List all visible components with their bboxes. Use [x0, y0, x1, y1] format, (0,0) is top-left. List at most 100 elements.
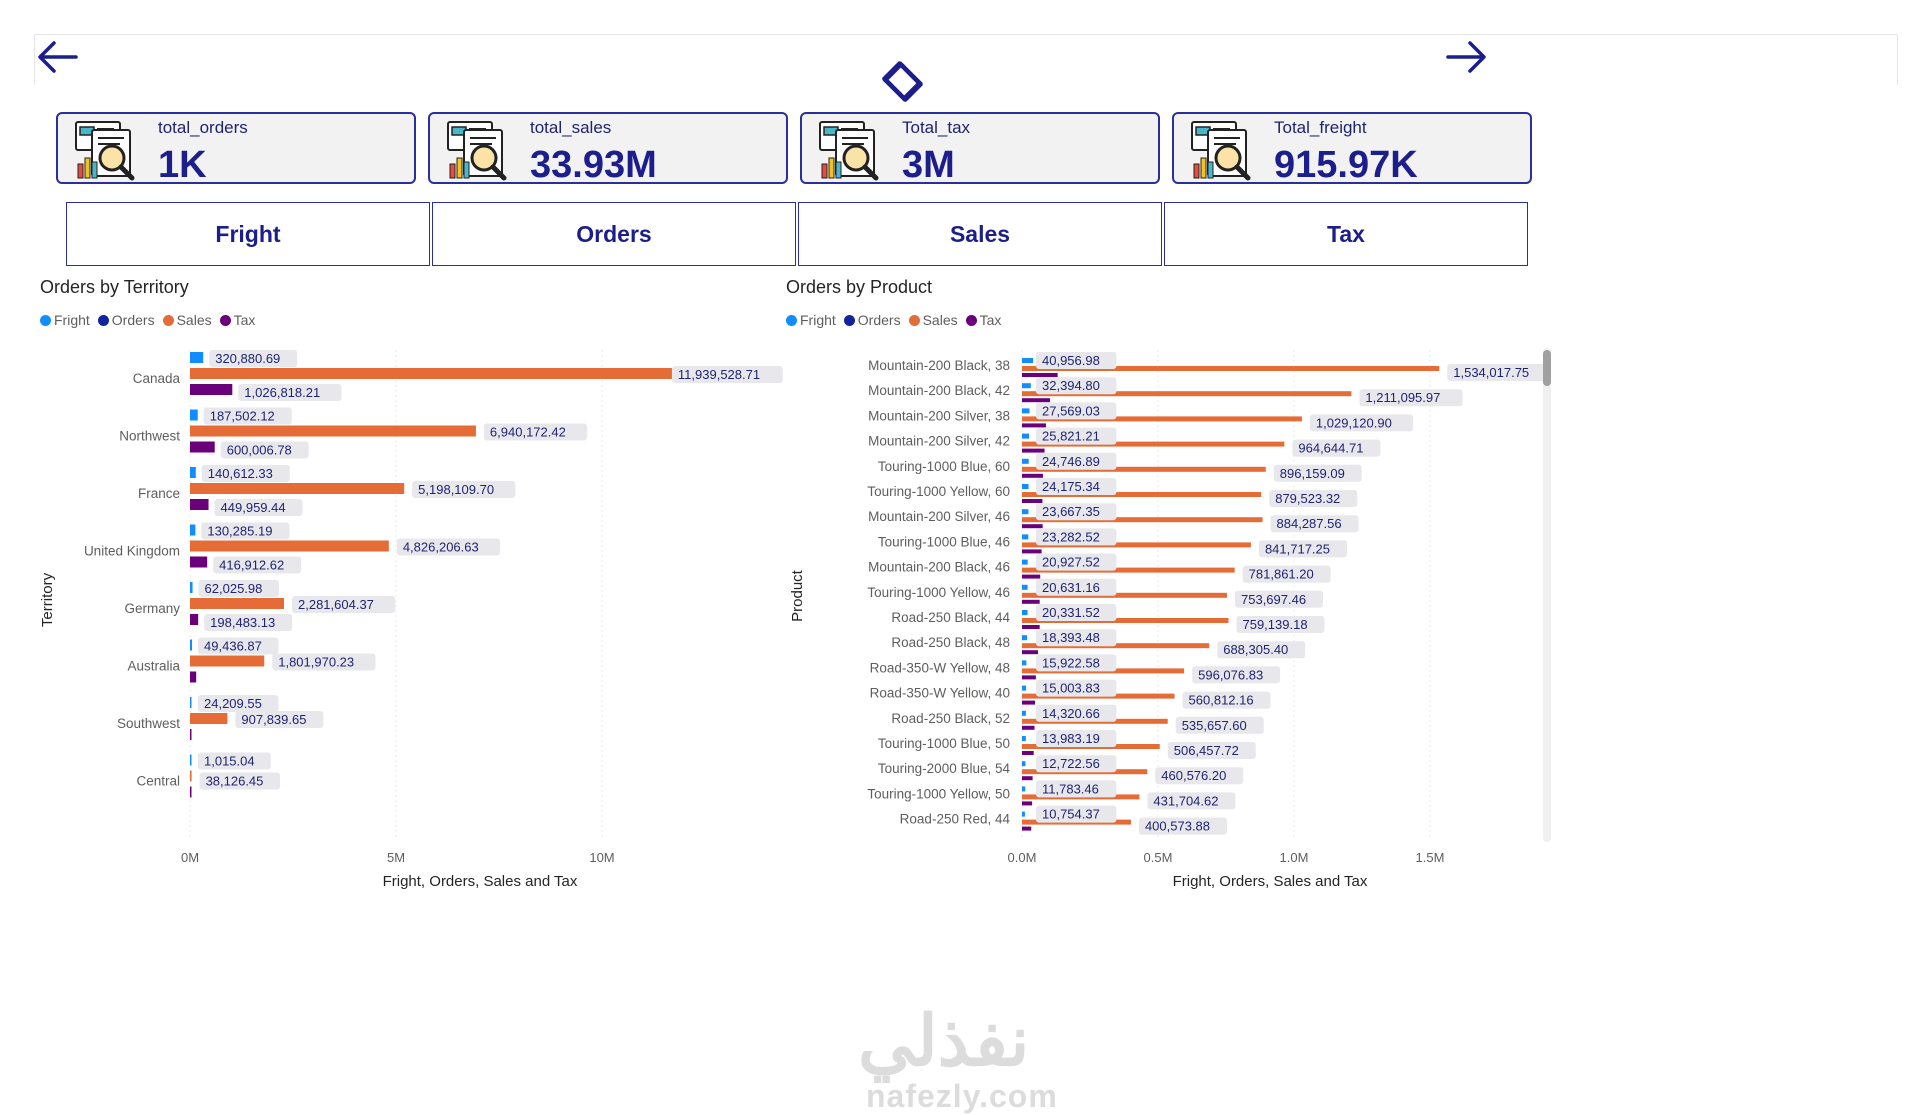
territory-data-label-sales: 11,939,528.71 [678, 367, 760, 382]
territory-x-tick-label: 5M [387, 850, 405, 865]
product-bar-fright [1022, 534, 1029, 540]
territory-bar-chart[interactable]: 0M 5M 10M Fright, Orders, Sales and Tax Terr… [30, 340, 790, 900]
tab-sales[interactable]: Sales [798, 202, 1162, 266]
product-data-label-fright: 24,746.89 [1042, 454, 1100, 469]
territory-category-label: Central [136, 774, 180, 789]
product-bar-tax [1022, 524, 1043, 529]
product-bar-fright [1022, 736, 1026, 741]
product-category-label: Mountain-200 Silver, 42 [868, 434, 1010, 449]
product-category-label: Road-250 Black, 52 [891, 711, 1010, 726]
territory-data-label-fright-bg [203, 407, 292, 425]
legend-item-sales[interactable]: Sales [908, 312, 958, 328]
product-data-label-sales: 506,457.72 [1174, 743, 1239, 758]
product-data-label-sales-bg [1258, 540, 1347, 558]
product-data-label-fright-bg [1036, 377, 1117, 395]
territory-data-label-sales: 5,198,109.70 [418, 482, 494, 497]
product-bar-tax [1022, 625, 1040, 629]
territory-data-label-fright-bg [198, 695, 279, 712]
product-bar-fright [1022, 610, 1028, 615]
product-bar-tax [1022, 751, 1034, 755]
arrow-right-icon[interactable] [1444, 38, 1488, 76]
product-data-label-fright-bg [1036, 604, 1117, 621]
product-bar-fright [1022, 383, 1031, 389]
product-data-label-sales-bg [1175, 716, 1264, 734]
product-data-label-fright: 12,722.56 [1042, 756, 1100, 771]
report-magnifier-icon [1188, 118, 1260, 182]
product-bar-tax [1022, 776, 1033, 781]
legend-item-sales[interactable]: Sales [162, 312, 212, 328]
legend-item-fright[interactable]: Fright [786, 312, 836, 328]
product-data-label-sales-bg [1192, 666, 1281, 684]
territory-bar-sales [190, 425, 476, 437]
territory-bar-fright [190, 639, 193, 651]
diamond-icon[interactable] [874, 54, 930, 110]
product-bar-tax [1022, 448, 1045, 453]
product-data-label-fright-bg [1036, 352, 1117, 369]
product-bar-sales [1022, 492, 1262, 497]
territory-bar-sales [190, 483, 405, 494]
product-data-label-fright-bg [1036, 805, 1117, 823]
legend-item-orders[interactable]: Orders [97, 312, 155, 328]
product-data-label-fright-bg [1036, 553, 1117, 571]
product-data-label-sales-bg [1147, 792, 1236, 810]
territory-data-label-fright-bg [201, 522, 290, 540]
territory-bar-fright [190, 697, 192, 708]
product-data-label-fright-bg [1036, 730, 1117, 747]
product-category-label: Mountain-200 Black, 38 [868, 358, 1010, 373]
tab-orders[interactable]: Orders [432, 202, 796, 266]
territory-data-label-sales-bg [412, 481, 516, 498]
product-data-label-sales-bg [1269, 490, 1358, 507]
product-bar-sales [1022, 466, 1266, 472]
kpi-total-orders-value: 1K [158, 144, 207, 186]
product-bar-fright [1022, 811, 1025, 817]
territory-data-label-tax: 416,912.62 [219, 558, 284, 573]
product-data-label-sales: 759,139.18 [1242, 617, 1307, 632]
territory-bar-sales [190, 368, 682, 379]
territory-category-label: United Kingdom [84, 544, 180, 559]
product-chart-scrollbar-track[interactable] [1543, 348, 1551, 842]
territory-data-label-sales: 1,801,970.23 [278, 655, 354, 670]
product-bar-sales [1022, 592, 1228, 598]
legend-item-fright[interactable]: Fright [40, 312, 90, 328]
product-x-tick-label: 0.0M [1008, 850, 1037, 865]
product-data-label-sales-bg [1138, 817, 1227, 835]
product-bar-fright [1022, 509, 1029, 515]
product-bar-chart[interactable]: 0.0M 0.5M 1.0M 1.5M Fright, Orders, Sales an… [780, 340, 1550, 900]
product-category-label: Touring-1000 Blue, 46 [878, 534, 1010, 549]
product-bar-tax [1022, 398, 1051, 403]
legend-item-orders[interactable]: Orders [843, 312, 901, 328]
territory-bar-fright [190, 582, 193, 593]
product-data-label-sales-bg [1242, 565, 1331, 583]
legend-item-tax[interactable]: Tax [219, 312, 255, 328]
product-data-label-fright-bg [1036, 755, 1117, 773]
territory-data-label-sales-bg [396, 538, 501, 556]
product-data-label-sales-bg [1447, 364, 1550, 381]
territory-bar-fright [190, 524, 196, 536]
report-magnifier-icon [72, 118, 144, 182]
product-data-label-fright: 14,320.66 [1042, 706, 1100, 721]
product-category-label: Road-350-W Yellow, 48 [870, 660, 1010, 675]
territory-category-label: Southwest [117, 716, 180, 731]
product-bar-tax [1022, 675, 1036, 680]
product-category-label: Mountain-200 Silver, 38 [868, 408, 1010, 423]
product-data-label-fright-bg [1036, 780, 1117, 798]
tab-tax[interactable]: Tax [1164, 202, 1528, 266]
product-chart-scrollbar-thumb[interactable] [1543, 350, 1551, 386]
product-bar-fright [1022, 685, 1027, 691]
territory-category-label: Northwest [119, 429, 180, 444]
report-magnifier-icon [816, 118, 888, 182]
product-bar-fright [1022, 458, 1029, 464]
arrow-left-icon[interactable] [36, 38, 80, 76]
product-category-label: Touring-1000 Blue, 50 [878, 736, 1010, 751]
product-data-label-sales: 896,159.09 [1280, 466, 1345, 481]
territory-data-label-fright-bg [201, 465, 290, 482]
watermark-arabic: نفذلي [858, 1002, 1030, 1080]
product-bar-sales [1022, 517, 1263, 523]
product-bar-sales [1022, 366, 1440, 371]
legend-item-tax[interactable]: Tax [965, 312, 1001, 328]
product-data-label-fright: 20,331.52 [1042, 605, 1100, 620]
product-data-label-fright-bg [1036, 452, 1117, 470]
product-data-label-fright: 24,175.34 [1042, 479, 1100, 494]
product-bar-fright [1022, 584, 1028, 590]
tab-fright[interactable]: Fright [66, 202, 430, 266]
